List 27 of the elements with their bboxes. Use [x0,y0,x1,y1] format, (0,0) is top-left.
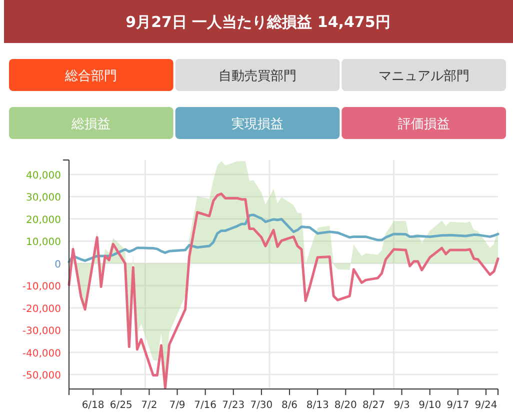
y-tick-label: -20,000 [22,304,61,315]
x-tick-label: 7/30 [250,400,273,411]
y-tick-label: 20,000 [26,214,61,226]
y-tick-label: 40,000 [26,170,61,182]
x-tick-label: 7/16 [194,400,217,411]
x-tick-label: 6/18 [82,400,104,411]
x-tick-label: 7/23 [222,400,245,411]
x-tick-label: 7/2 [141,400,158,411]
line-series [68,214,500,264]
x-tick-label: 8/27 [362,400,385,411]
x-tick-label: 6/25 [110,400,132,411]
x-tick-label: 8/6 [281,400,298,411]
x-tick-label: 7/9 [169,400,186,411]
chart-title: 9月27日 一人当たり総損益 14,475円 [126,13,390,31]
x-tick-label: 9/3 [394,400,410,411]
y-tick-label: -30,000 [22,326,61,338]
x-tick-label: 8/20 [334,400,357,411]
y-tick-label: -40,000 [22,348,61,360]
x-tick-label: 9/10 [418,400,442,411]
y-tick-label: 0 [54,259,61,270]
x-tick-label: 9/24 [474,400,498,411]
y-tick-label: -50,000 [22,370,61,382]
y-tick-label: 10,000 [26,237,61,248]
x-tick-label: 8/13 [306,400,329,411]
y-tick-label: -10,000 [22,282,61,293]
y-tick-label: 30,000 [26,192,61,204]
x-tick-label: 9/17 [446,400,470,411]
